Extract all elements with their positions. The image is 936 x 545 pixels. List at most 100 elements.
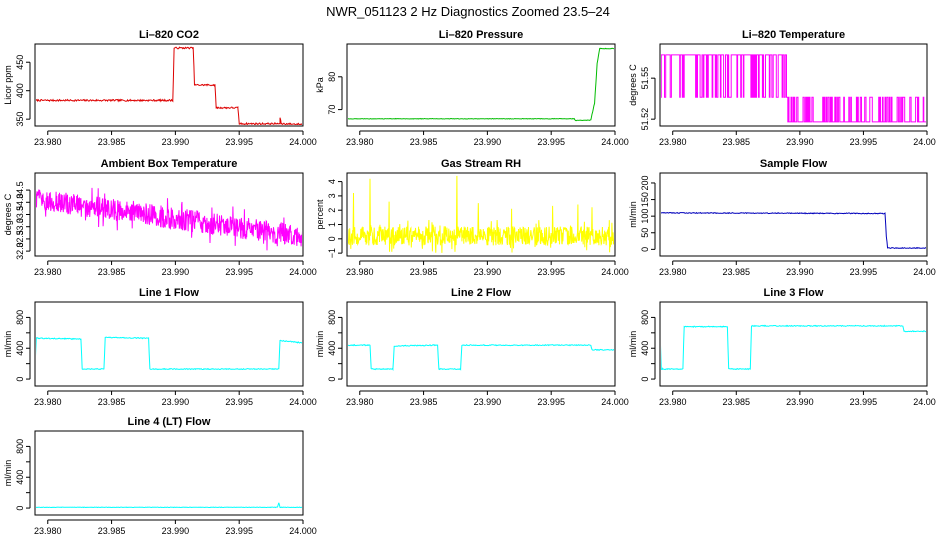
x-tick-label: 23.995 <box>537 267 565 277</box>
panel-pressure: Li–820 Pressure 23.980 23.985 23.990 23.995 2… <box>315 29 629 147</box>
y-axis-label: degrees C <box>628 64 638 106</box>
y-tick-label: 51.55 <box>640 67 650 90</box>
panels: Li–820 CO2 23.980 23.985 23.990 23.995 24.000… <box>3 29 936 536</box>
x-tick-label: 23.995 <box>537 137 565 147</box>
plot-frame <box>34 172 304 257</box>
y-axis-label: percent <box>315 199 325 230</box>
x-tick-label: 23.990 <box>474 397 502 407</box>
x-tick-label: 24.000 <box>913 267 936 277</box>
series-rh <box>348 175 614 253</box>
plot-frame <box>34 430 304 516</box>
x-tick-label: 24.000 <box>289 137 317 147</box>
y-tick-label: 400 <box>15 470 25 485</box>
x-tick-label: 23.980 <box>346 397 374 407</box>
y-tick-label: 0 <box>640 247 650 252</box>
panel-line4: Line 4 (LT) Flow 23.980 23.985 23.990 23.995… <box>3 416 317 536</box>
plot-frame <box>346 301 616 387</box>
series-temp <box>661 54 926 123</box>
x-tick-label: 24.000 <box>913 137 936 147</box>
x-tick-label: 23.990 <box>162 526 190 536</box>
x-tick-label: 24.000 <box>289 397 317 407</box>
x-tick-label: 24.000 <box>601 397 629 407</box>
y-tick-label: 33.0 <box>15 218 25 236</box>
y-tick-label: 100 <box>640 209 650 224</box>
x-tick-label: 23.990 <box>786 267 814 277</box>
panel-temperature: Li–820 Temperature 23.980 23.985 23.990 23.9… <box>628 29 936 147</box>
panel-title: Line 4 (LT) Flow <box>128 416 211 428</box>
x-tick-label: 23.985 <box>98 267 126 277</box>
y-tick-label: 32.5 <box>15 230 25 248</box>
x-tick-label: 23.995 <box>537 397 565 407</box>
y-tick-label: 34.0 <box>15 194 25 212</box>
x-tick-label: 23.980 <box>34 137 62 147</box>
panel-title: Line 1 Flow <box>139 287 199 299</box>
x-tick-label: 23.985 <box>98 137 126 147</box>
y-tick-label: 400 <box>327 341 337 356</box>
x-tick-label: 23.980 <box>659 267 687 277</box>
x-tick-label: 23.985 <box>723 267 751 277</box>
panel-title: Line 2 Flow <box>451 287 511 299</box>
figure-title: NWR_051123 2 Hz Diagnostics Zoomed 23.5–… <box>326 4 610 19</box>
x-tick-label: 24.000 <box>601 267 629 277</box>
x-tick-label: 23.985 <box>723 397 751 407</box>
series-l4 <box>36 502 302 509</box>
x-tick-label: 23.995 <box>850 397 878 407</box>
y-tick-label: 70 <box>327 105 337 115</box>
x-tick-label: 23.985 <box>98 526 126 536</box>
y-tick-label: 0 <box>327 377 337 382</box>
y-tick-label: 0 <box>640 377 650 382</box>
panel-line1: Line 1 Flow 23.980 23.985 23.990 23.995 24.00… <box>3 287 317 407</box>
plot-frame <box>659 172 928 257</box>
y-tick-label: 0 <box>15 506 25 511</box>
x-tick-label: 23.985 <box>410 397 438 407</box>
x-tick-label: 23.985 <box>98 397 126 407</box>
y-tick-label: 800 <box>327 310 337 325</box>
x-tick-label: 23.990 <box>162 137 190 147</box>
y-tick-label: 800 <box>15 310 25 325</box>
y-tick-label: 51.52 <box>640 108 650 131</box>
series-l1 <box>36 336 302 371</box>
y-tick-label: 450 <box>15 55 25 70</box>
y-tick-label: 33.5 <box>15 206 25 224</box>
y-tick-label: −1 <box>327 248 337 258</box>
x-tick-label: 23.995 <box>225 526 253 536</box>
panel-line2: Line 2 Flow 23.980 23.985 23.990 23.995 24.00… <box>315 287 629 407</box>
y-tick-label: 400 <box>15 341 25 356</box>
x-tick-label: 23.985 <box>410 267 438 277</box>
y-axis-label: ml/min <box>315 331 325 358</box>
x-tick-label: 23.995 <box>850 267 878 277</box>
y-tick-label: 800 <box>640 310 650 325</box>
x-tick-label: 23.995 <box>225 267 253 277</box>
y-tick-label: 400 <box>640 341 650 356</box>
plot-frame <box>659 43 928 127</box>
x-tick-label: 23.980 <box>659 137 687 147</box>
x-tick-label: 23.980 <box>34 267 62 277</box>
panel-title: Line 3 Flow <box>764 287 824 299</box>
y-axis-label: ml/min <box>3 331 13 358</box>
y-tick-label: 80 <box>327 72 337 82</box>
x-tick-label: 23.985 <box>410 137 438 147</box>
series-l2 <box>348 343 614 372</box>
x-tick-label: 23.980 <box>346 137 374 147</box>
x-tick-label: 23.995 <box>225 397 253 407</box>
plot-frame <box>34 301 304 387</box>
y-tick-label: 3 <box>327 193 337 198</box>
x-tick-label: 23.990 <box>474 267 502 277</box>
plot-frame <box>346 172 616 257</box>
x-tick-label: 23.980 <box>34 526 62 536</box>
panel-box_temp: Ambient Box Temperature 23.980 23.985 23.99… <box>3 158 317 277</box>
y-axis-label: Licor ppm <box>3 65 13 105</box>
series-box <box>36 187 302 251</box>
panel-title: Gas Stream RH <box>441 158 521 170</box>
y-tick-label: 1 <box>327 222 337 227</box>
series-sample <box>661 211 926 250</box>
panel-rh: Gas Stream RH 23.980 23.985 23.990 23.995 24.… <box>315 158 629 277</box>
y-axis-label: degrees C <box>3 193 13 235</box>
y-axis-label: kPa <box>315 77 325 93</box>
panel-sample_flow: Sample Flow 23.980 23.985 23.990 23.995 24.00… <box>628 158 936 277</box>
y-tick-label: 800 <box>15 439 25 454</box>
plot-frame <box>659 301 928 387</box>
plot-frame <box>346 43 616 127</box>
y-tick-label: 2 <box>327 208 337 213</box>
y-tick-label: 400 <box>15 83 25 98</box>
